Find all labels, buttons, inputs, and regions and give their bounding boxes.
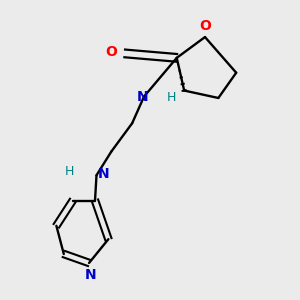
Text: O: O (105, 45, 117, 59)
Text: N: N (98, 167, 110, 181)
Text: N: N (85, 268, 96, 282)
Text: H: H (65, 165, 74, 178)
Text: N: N (137, 89, 148, 103)
Text: H: H (166, 92, 176, 104)
Text: O: O (199, 19, 211, 33)
